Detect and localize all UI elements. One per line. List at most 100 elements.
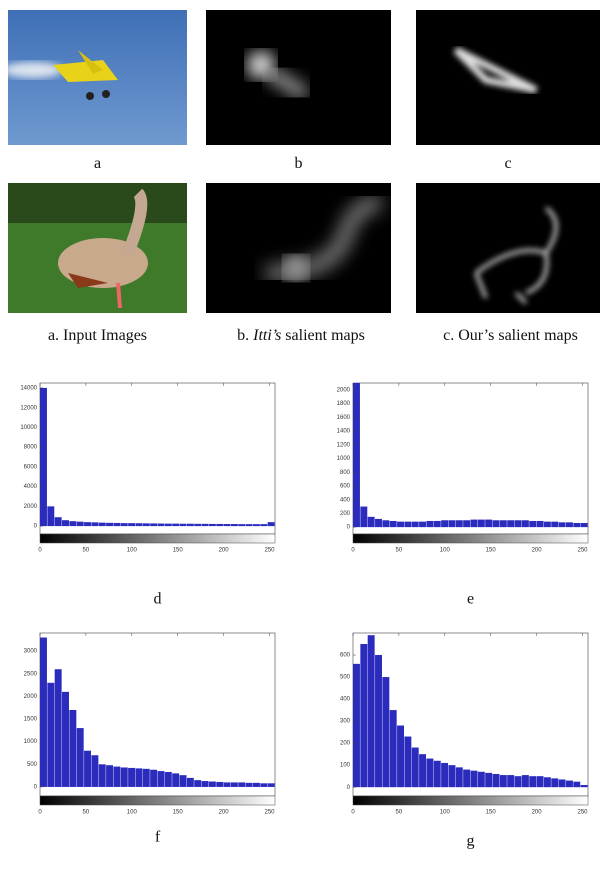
bar [507,520,514,527]
bar [106,765,113,787]
bar [150,770,157,787]
histograms: 0200040006000800010000120001400005010015… [0,0,613,879]
bar [158,771,165,787]
y-tick-label: 2500 [24,671,38,677]
x-tick-label: 100 [127,548,138,554]
bar [99,523,106,526]
x-tick-label: 0 [38,810,42,816]
x-tick-label: 100 [127,810,138,816]
bar [493,520,500,527]
bar [165,772,172,787]
y-tick-label: 3000 [24,649,38,655]
y-tick-label: 800 [340,470,351,476]
y-tick-label: 300 [340,719,351,725]
bar [566,522,573,527]
bar [69,710,76,787]
bar [375,655,382,787]
bar [500,775,507,787]
bar [224,524,231,526]
y-tick-label: 200 [340,741,351,747]
bar [441,763,448,787]
bar [448,520,455,527]
bar [397,522,404,527]
bar [581,523,588,527]
bar [478,772,485,787]
bar [353,664,360,787]
bar [360,644,367,787]
y-tick-label: 600 [340,484,351,490]
bar [448,765,455,787]
bar [231,524,238,526]
bar [172,773,179,787]
bar [493,774,500,787]
bar [187,524,194,526]
chart-caption: e [467,591,474,608]
bar [456,520,463,527]
bar [478,520,485,528]
bar [150,523,157,526]
bar [515,520,522,527]
x-tick-label: 150 [173,810,184,816]
y-tick-label: 12000 [20,405,37,411]
y-tick-label: 500 [27,762,38,768]
bar [128,523,135,526]
x-tick-label: 50 [83,548,90,554]
gray-colorbar [40,796,275,805]
bar [522,520,529,527]
x-tick-label: 150 [486,810,497,816]
y-tick-label: 1000 [337,456,351,462]
bar [47,506,54,526]
y-tick-label: 100 [340,763,351,769]
bar [224,782,231,787]
bar [40,388,47,526]
y-tick-label: 2000 [337,387,351,393]
x-tick-label: 250 [577,548,588,554]
y-tick-label: 200 [340,511,351,517]
bar [268,522,275,526]
bar [202,781,209,787]
y-tick-label: 4000 [24,484,38,490]
bar [390,521,397,527]
bar [559,522,566,527]
bar [180,775,187,787]
bar [106,523,113,526]
plot-frame [353,383,588,534]
bar [135,768,142,787]
x-tick-label: 250 [264,548,275,554]
bar [573,523,580,527]
bar [529,776,536,787]
bar [368,635,375,787]
gray-colorbar [353,534,588,543]
x-tick-label: 250 [577,810,588,816]
bar [375,519,382,527]
x-tick-label: 50 [83,810,90,816]
x-tick-label: 200 [532,548,543,554]
bar [471,520,478,528]
bar [522,775,529,787]
bar [158,524,165,527]
gray-colorbar [40,534,275,543]
x-tick-label: 0 [351,810,355,816]
x-tick-label: 200 [532,810,543,816]
gray-colorbar [353,796,588,805]
bar [62,520,69,526]
y-tick-label: 14000 [20,386,37,392]
bar [529,521,536,527]
y-tick-label: 1200 [337,442,351,448]
bar [194,780,201,787]
y-tick-label: 10000 [20,425,37,431]
bar [544,522,551,527]
x-tick-label: 200 [219,548,230,554]
y-tick-label: 0 [347,785,351,791]
bar [404,522,411,527]
bar [121,523,128,526]
y-tick-label: 1800 [337,401,351,407]
page: a b c a. Input Images b. Itti’s salient … [0,0,613,879]
bar [187,778,194,787]
bar [77,728,84,787]
bar [165,524,172,526]
y-tick-label: 1500 [24,717,38,723]
x-tick-label: 0 [351,548,355,554]
x-tick-label: 150 [173,548,184,554]
bar [246,783,253,787]
